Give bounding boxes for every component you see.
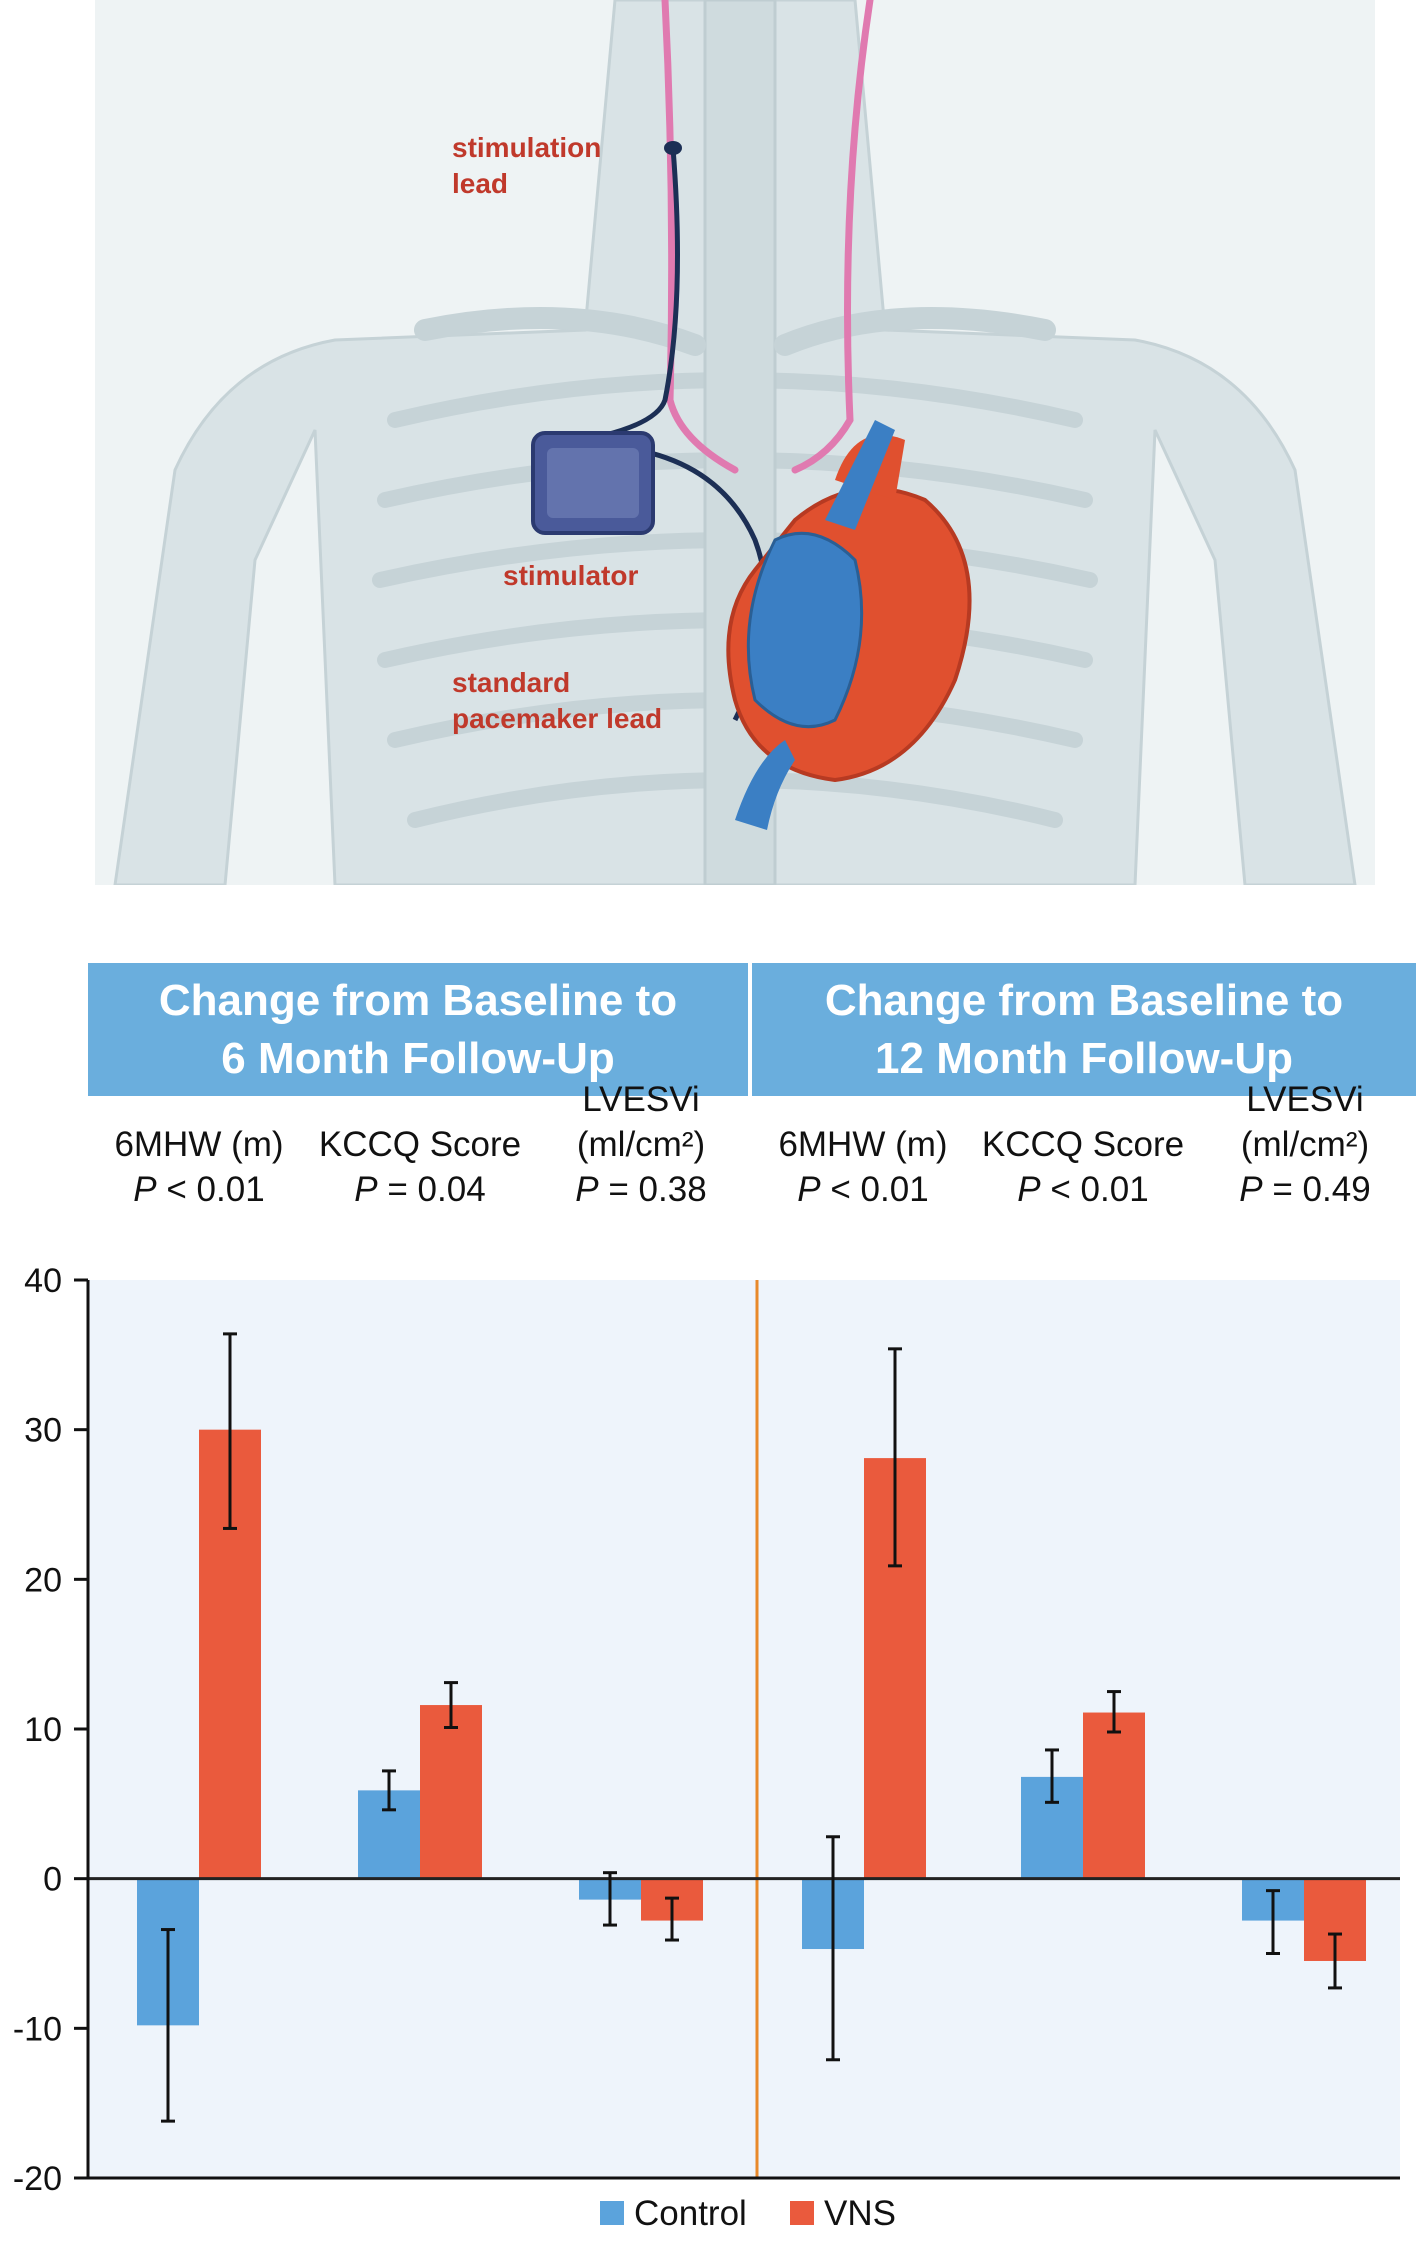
header-12-month: Change from Baseline to 12 Month Follow-… (752, 963, 1416, 1096)
metric-p-value: P = 0.04 (354, 1170, 486, 1209)
metric-name: LVESVi (ml/cm²) (1240, 1080, 1370, 1164)
legend-swatch-control (600, 2201, 624, 2225)
metric-header-5: KCCQ Score P < 0.01 (973, 1122, 1193, 1212)
y-tick-label: 10 (24, 1711, 62, 1749)
legend-label-control: Control (634, 2194, 747, 2233)
pacemaker-lead-label: standard pacemaker lead (452, 667, 663, 734)
y-tick-label: 30 (24, 1412, 62, 1450)
metric-header-6: LVESVi (ml/cm²) P = 0.49 (1195, 1077, 1415, 1212)
metric-name: KCCQ Score (981, 1125, 1185, 1164)
metric-name: LVESVi (ml/cm²) (576, 1080, 706, 1164)
metric-p-value: P = 0.49 (1239, 1170, 1371, 1209)
metric-p-value: P < 0.01 (1017, 1170, 1149, 1209)
metric-name: KCCQ Score (318, 1125, 522, 1164)
y-tick-label: 20 (24, 1561, 62, 1599)
plot-area (88, 1280, 1400, 2178)
y-tick-label: -20 (13, 2160, 62, 2198)
bar-chart: -20 -10 0 10 20 30 40 Control VNS (13, 1262, 1400, 2233)
metric-name: 6MHW (m) (114, 1125, 284, 1164)
metric-header-1: 6MHW (m) P < 0.01 (89, 1122, 309, 1212)
metric-p-value: P < 0.01 (133, 1170, 265, 1209)
metric-name: 6MHW (m) (778, 1125, 948, 1164)
stimulator-label: stimulator (503, 560, 639, 591)
metric-header-4: 6MHW (m) P < 0.01 (753, 1122, 973, 1212)
legend-swatch-vns (790, 2201, 814, 2225)
header-6-month: Change from Baseline to 6 Month Follow-U… (88, 963, 748, 1096)
vns-system-illustration (95, 0, 1375, 885)
y-tick-label: 0 (43, 1861, 62, 1899)
bar-vns-5 (1083, 1712, 1145, 1879)
metric-header-2: KCCQ Score P = 0.04 (310, 1122, 530, 1212)
metric-p-value: P < 0.01 (797, 1170, 929, 1209)
metric-header-3: LVESVi (ml/cm²) P = 0.38 (531, 1077, 751, 1212)
bar-vns-2 (420, 1705, 482, 1879)
stimulation-lead-label: stimulation lead (452, 132, 602, 199)
legend-label-vns: VNS (824, 2194, 896, 2233)
y-tick-label: 40 (24, 1262, 62, 1300)
metric-p-value: P = 0.38 (575, 1170, 707, 1209)
y-tick-label: -10 (13, 2010, 62, 2048)
